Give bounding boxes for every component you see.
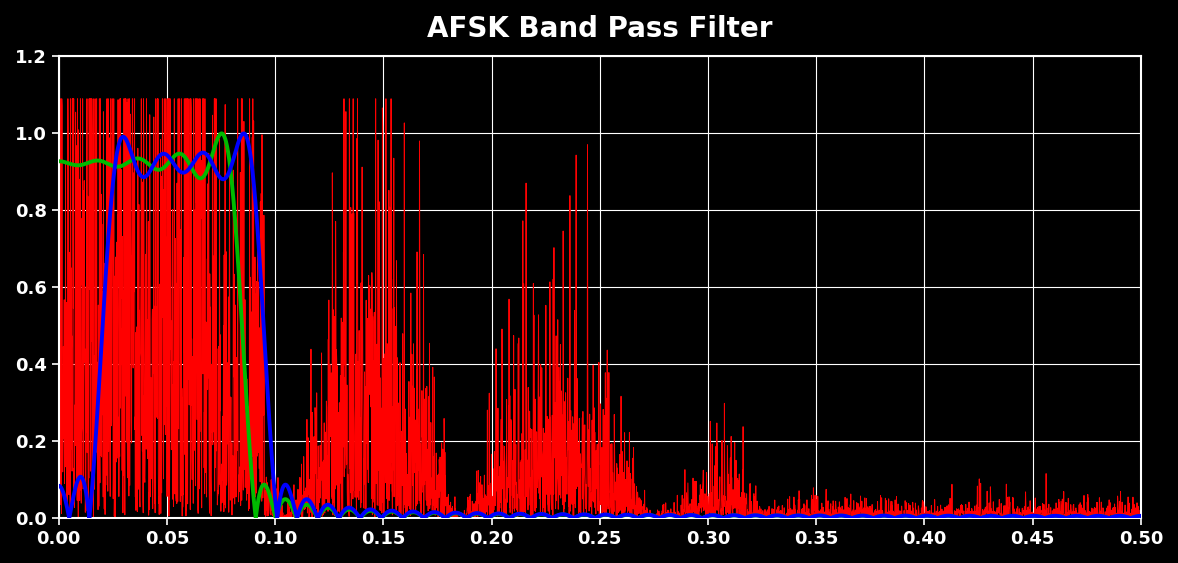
Title: AFSK Band Pass Filter: AFSK Band Pass Filter — [428, 15, 773, 43]
